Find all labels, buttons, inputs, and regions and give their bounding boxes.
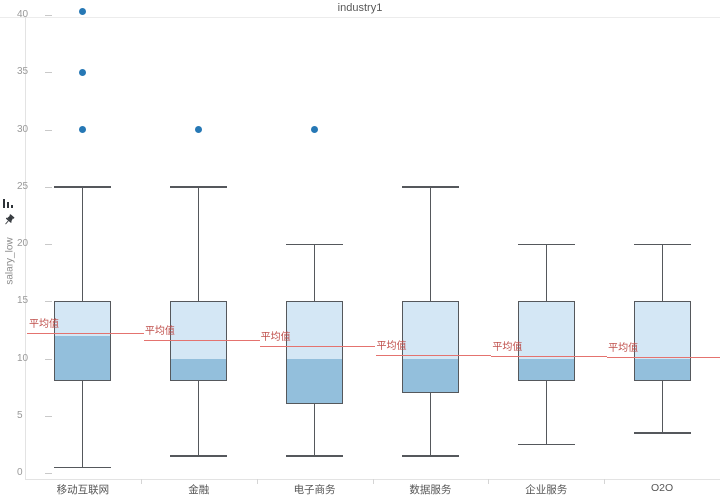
- box-lower-half: [518, 358, 574, 381]
- whisker-cap-top: [286, 243, 344, 245]
- y-tick-label: 10: [17, 352, 29, 364]
- x-category-label: 数据服务: [409, 484, 452, 496]
- y-tick-mark: [45, 186, 52, 188]
- box-lower-half: [287, 358, 343, 404]
- x-category-label: 金融: [188, 484, 210, 496]
- x-category-label: 企业服务: [525, 484, 568, 496]
- outlier-dot: [311, 126, 319, 133]
- outlier-dot: [79, 8, 87, 16]
- whisker-cap-top: [633, 243, 691, 245]
- y-tick-mark: [45, 129, 52, 131]
- outlier-dot: [195, 126, 203, 133]
- box-lower-half: [171, 358, 227, 381]
- x-tick-mark: [140, 478, 142, 484]
- whisker-cap-bottom: [633, 432, 691, 434]
- y-tick-label: 5: [17, 409, 23, 421]
- y-tick-mark: [45, 473, 52, 474]
- box-lower-half: [634, 358, 690, 381]
- chart-title: industry1: [337, 2, 383, 14]
- outlier-dot: [79, 68, 87, 76]
- y-tick-mark: [45, 358, 52, 360]
- y-tick-label: 0: [17, 467, 23, 478]
- outlier-dot: [79, 126, 87, 133]
- y-tick-label: 35: [17, 66, 29, 78]
- whisker-cap-top: [401, 186, 459, 188]
- whisker-cap-top: [170, 186, 228, 188]
- x-tick-mark: [488, 478, 490, 484]
- mean-line-label: 平均值: [608, 343, 639, 355]
- box: [54, 301, 112, 382]
- mean-line: [607, 357, 720, 359]
- whisker-cap-bottom: [170, 455, 228, 457]
- box: [517, 301, 575, 382]
- whisker-cap-top: [517, 243, 575, 245]
- mean-line: [375, 355, 492, 357]
- whisker-cap-bottom: [401, 455, 459, 457]
- y-tick-label: 30: [17, 123, 29, 135]
- y-tick-label: 25: [17, 180, 29, 192]
- mean-line: [143, 340, 260, 342]
- y-tick-mark: [45, 244, 52, 245]
- mean-line-label: 平均值: [260, 331, 291, 343]
- box: [286, 301, 344, 405]
- mean-line: [27, 333, 144, 335]
- x-category-label: 电子商务: [293, 484, 336, 496]
- title-separator: [0, 17, 720, 18]
- y-tick-mark: [45, 415, 52, 417]
- mean-line-label: 平均值: [29, 319, 59, 331]
- box-lower-half: [55, 335, 111, 381]
- whisker-cap-bottom: [517, 443, 575, 446]
- y-tick-label: 40: [17, 9, 29, 20]
- pin-icon[interactable]: [3, 213, 15, 225]
- whisker-cap-bottom: [286, 455, 344, 457]
- box: [401, 301, 459, 393]
- x-tick-mark: [256, 478, 258, 484]
- y-tick-mark: [45, 72, 52, 74]
- whisker-cap-bottom: [54, 466, 112, 469]
- y-tick-label: 15: [17, 295, 29, 307]
- y-tick-mark: [45, 301, 52, 303]
- x-category-label: 移动互联网: [56, 484, 110, 496]
- box: [170, 301, 228, 382]
- mean-line-label: 平均值: [492, 342, 523, 354]
- x-tick-mark: [372, 478, 374, 484]
- y-tick-mark: [45, 15, 52, 16]
- x-tick-mark: [604, 478, 606, 484]
- x-category-label: O2O: [650, 482, 674, 494]
- mean-line-label: 平均值: [144, 326, 175, 338]
- whisker-cap-top: [54, 186, 112, 188]
- box: [633, 301, 691, 382]
- chart-toolbar: [3, 198, 17, 225]
- box-lower-half: [402, 358, 458, 392]
- mean-line-label: 平均值: [376, 341, 407, 353]
- mean-line: [259, 345, 376, 347]
- mean-line: [491, 356, 608, 358]
- bar-chart-icon[interactable]: [3, 198, 15, 208]
- y-tick-label: 20: [17, 238, 29, 249]
- y-axis-line: [25, 17, 26, 479]
